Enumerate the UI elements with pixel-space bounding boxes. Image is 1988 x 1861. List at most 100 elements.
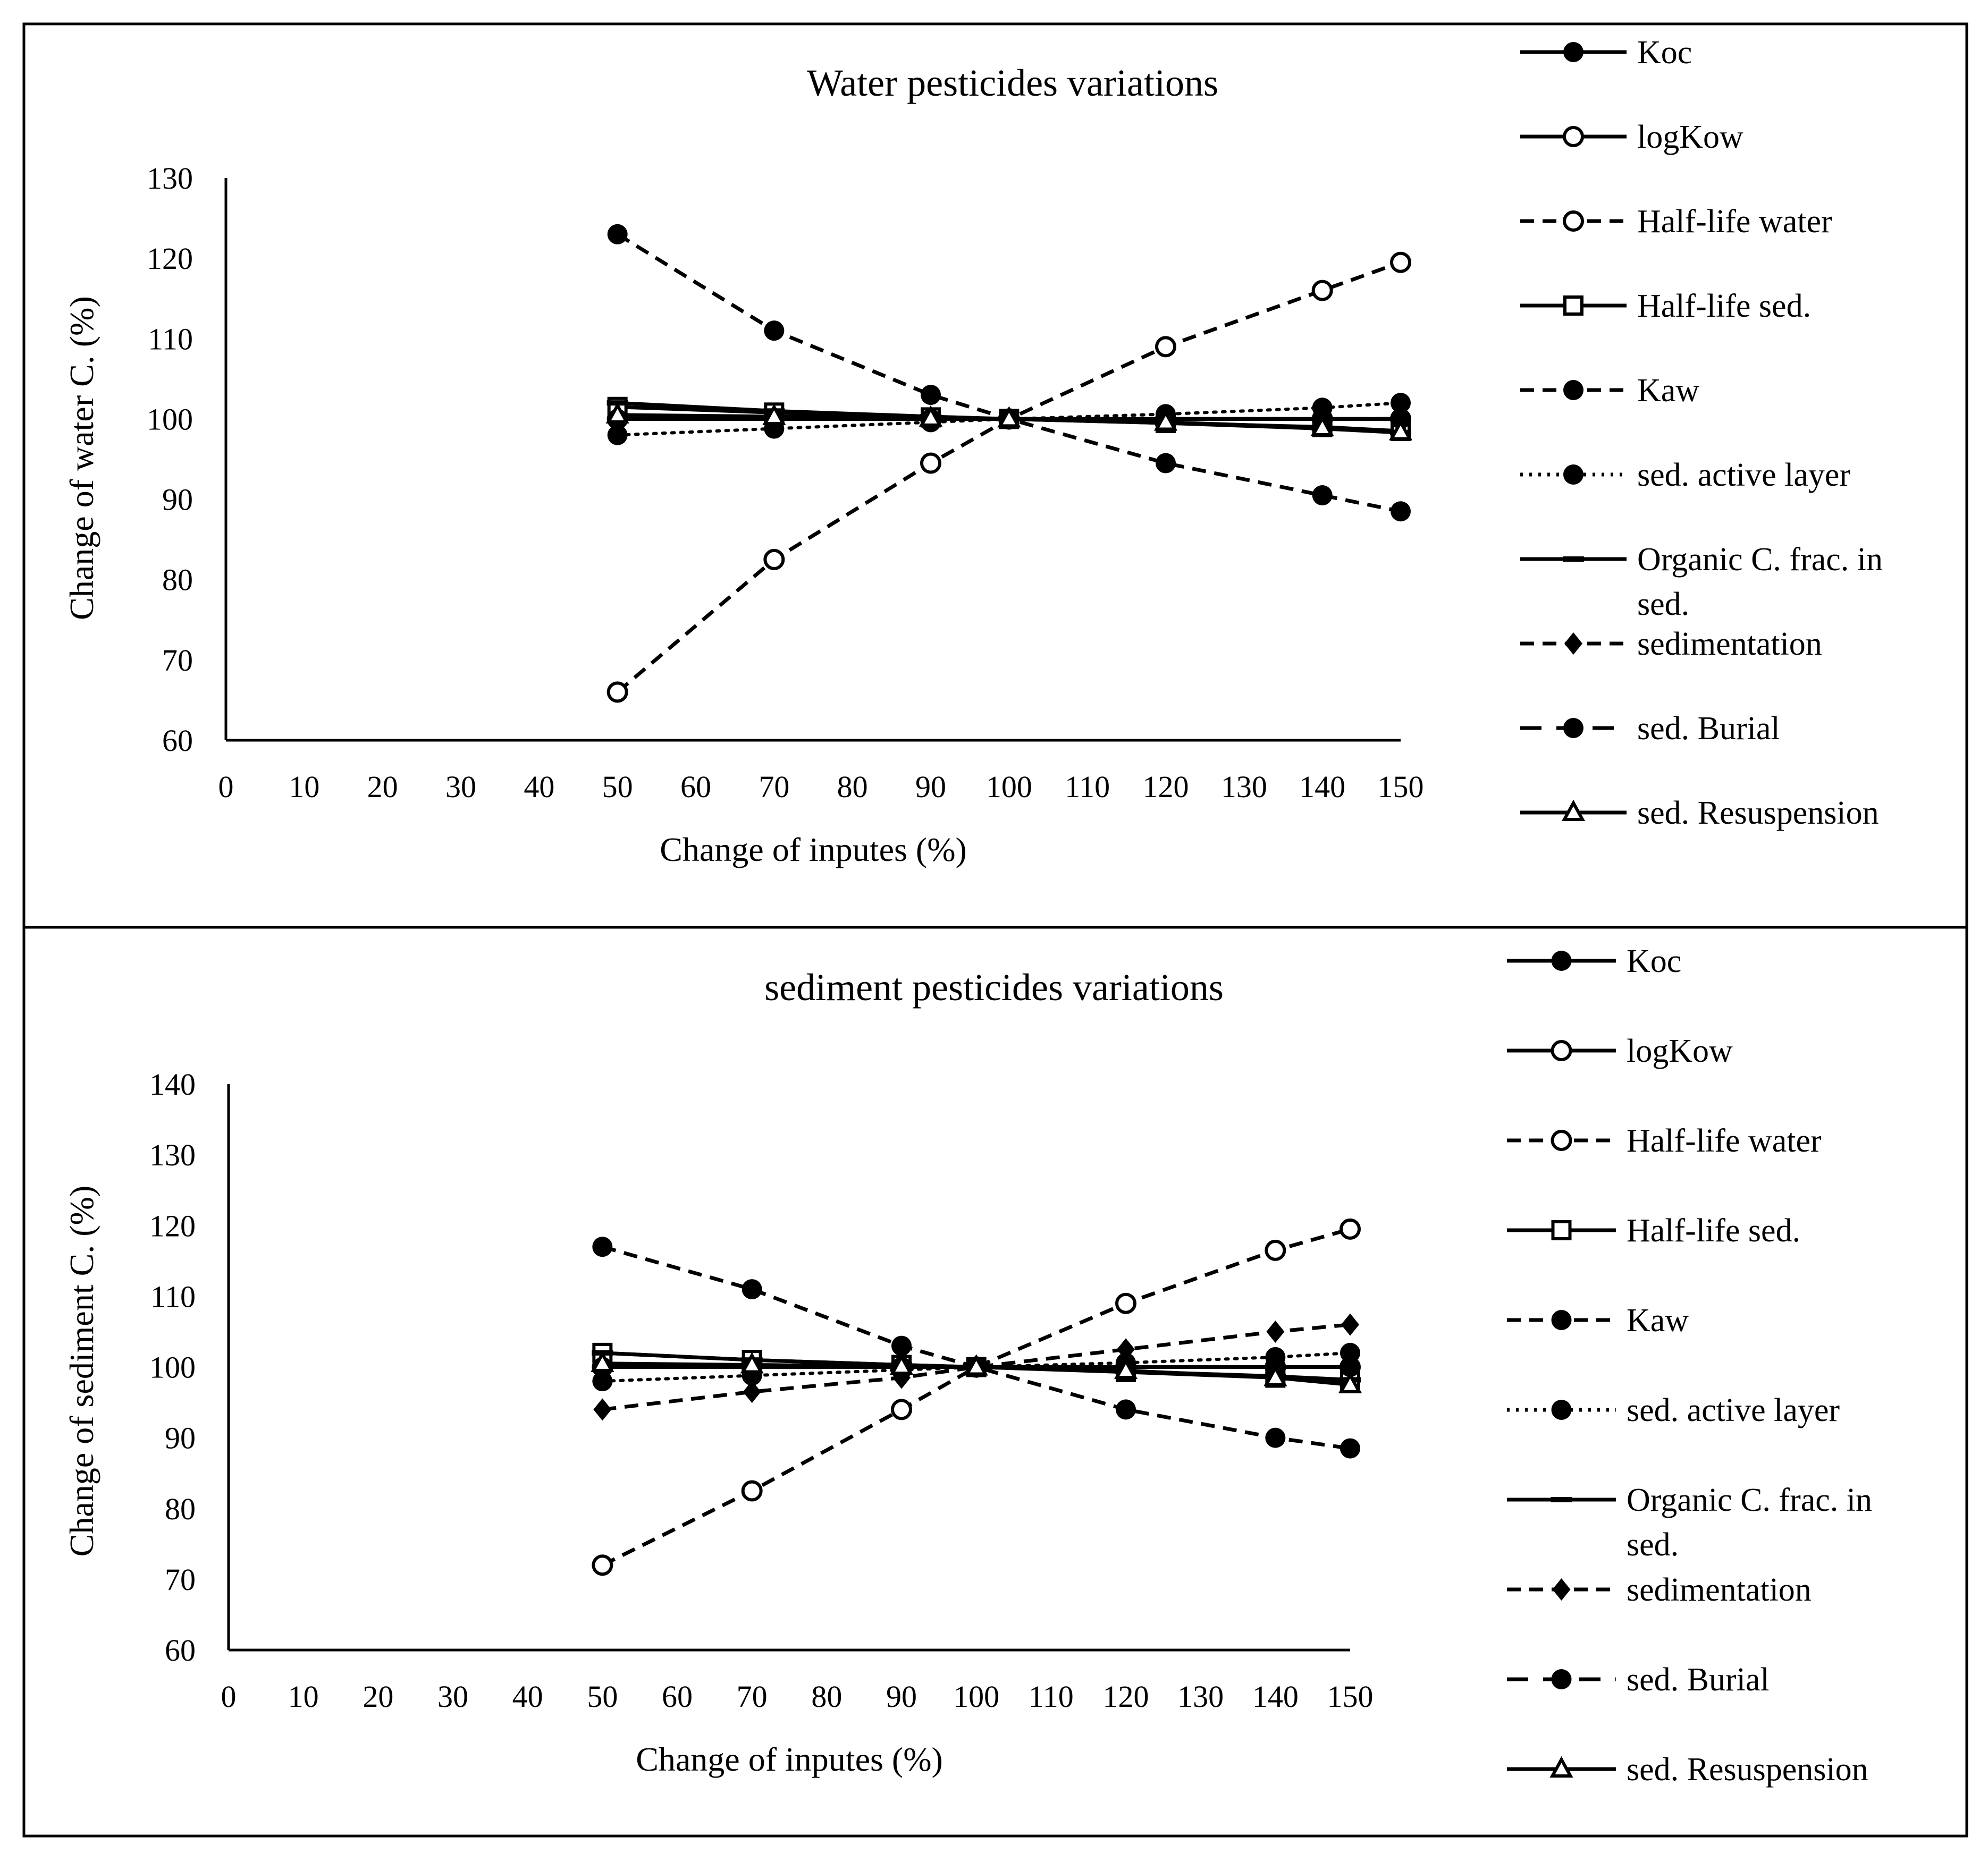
legend-item-sed-burial: sed. Burial — [1507, 1662, 1770, 1698]
series-layer — [605, 224, 1413, 703]
data-point — [1391, 393, 1411, 413]
legend-item-half-life-water: Half-life water — [1520, 204, 1832, 240]
series-kaw — [607, 224, 1411, 522]
x-tick-label: 130 — [1177, 1679, 1224, 1714]
legend-label: sed. Burial — [1627, 1662, 1770, 1698]
x-axis-label: Change of inputes (%) — [660, 831, 967, 868]
y-tick-label: 80 — [162, 563, 193, 597]
data-point — [1156, 453, 1176, 473]
x-tick-label: 150 — [1327, 1679, 1374, 1714]
legend-label: sedimentation — [1627, 1572, 1812, 1608]
x-tick-label: 40 — [524, 769, 554, 804]
data-point — [762, 403, 786, 425]
legend-swatch-marker — [1549, 1756, 1573, 1778]
data-point — [1155, 336, 1176, 358]
data-point — [764, 320, 785, 341]
legend-label: sed. Resuspension — [1627, 1752, 1868, 1788]
y-axis-label: Change of water C. (%) — [63, 296, 100, 620]
data-point — [1266, 1320, 1285, 1343]
x-tick-label: 90 — [886, 1679, 917, 1714]
legend-label: Half-life water — [1637, 204, 1832, 240]
sediment-chart: sediment pesticides variations Change of… — [63, 943, 1872, 1788]
data-point — [920, 452, 941, 474]
data-point — [740, 1352, 764, 1374]
legend-swatch-marker — [1551, 1040, 1572, 1061]
legend-item-sed-burial: sed. Burial — [1520, 710, 1780, 747]
x-tick-label: 60 — [680, 769, 711, 804]
data-point — [1114, 1357, 1138, 1380]
legend-swatch-marker — [1563, 126, 1584, 147]
x-axis-label: Change of inputes (%) — [636, 1740, 943, 1778]
x-tick-label: 110 — [1029, 1679, 1074, 1714]
data-point — [592, 1371, 613, 1392]
y-tick-label: 70 — [162, 643, 193, 678]
data-point — [592, 1237, 613, 1257]
legend-item-kaw: Kaw — [1507, 1302, 1689, 1339]
x-tick-label: 100 — [986, 769, 1032, 804]
legend-item-sedimentation: sedimentation — [1507, 1572, 1812, 1608]
data-point — [591, 1350, 614, 1372]
legend: Koc logKow Half-life water Half-life sed. Ka… — [1520, 35, 1883, 831]
data-point — [1312, 485, 1333, 506]
y-tick-label: 90 — [162, 483, 193, 517]
x-tick-label: 20 — [363, 1679, 393, 1714]
legend-label: Kaw — [1627, 1302, 1689, 1339]
data-point — [605, 402, 629, 424]
legend-item-koc: Koc — [1520, 35, 1692, 71]
data-point — [1265, 1239, 1286, 1261]
legend-item-organic-c-frac-in-sed: Organic C. frac. in sed. — [1520, 542, 1883, 622]
legend-swatch-marker — [1564, 632, 1582, 655]
x-tick-label: 80 — [811, 1679, 842, 1714]
x-tick-label: 70 — [737, 1679, 768, 1714]
legend-label: Kaw — [1637, 373, 1699, 409]
data-point — [607, 425, 628, 445]
legend-label: Koc — [1627, 943, 1681, 979]
data-point — [1153, 409, 1178, 431]
x-tick-label: 80 — [837, 769, 868, 804]
legend-swatch-marker — [1561, 799, 1586, 821]
legend-swatch-marker — [1551, 1497, 1572, 1502]
series-line-kaw — [602, 1245, 1351, 1451]
legend-item-sedimentation: sedimentation — [1520, 626, 1822, 662]
data-point — [1265, 1427, 1286, 1448]
legend-swatch-marker — [1552, 1578, 1571, 1601]
x-tick-label: 60 — [662, 1679, 693, 1714]
data-point — [743, 1381, 761, 1403]
x-tick-label: 120 — [1103, 1679, 1149, 1714]
x-tick-label: 10 — [289, 769, 319, 804]
series-kaw — [592, 1237, 1360, 1459]
legend-label: logKow — [1627, 1033, 1733, 1069]
y-tick-label: 120 — [149, 1208, 196, 1243]
legend-swatch-marker — [1551, 1669, 1572, 1689]
data-point — [964, 1354, 988, 1376]
axis-ticks: 0 10 20 30 40 50 60 70 80 90 100 110 120 130 140 150 60 7… — [149, 1067, 1374, 1714]
y-tick-label: 100 — [147, 402, 193, 436]
data-point — [1390, 251, 1411, 273]
y-tick-label: 110 — [150, 1279, 196, 1314]
legend-swatch-marker — [1563, 464, 1583, 485]
series-sed-resuspension — [605, 402, 1413, 441]
x-tick-label: 30 — [437, 1679, 468, 1714]
y-tick-label: 80 — [165, 1492, 196, 1526]
y-tick-label: 70 — [165, 1562, 196, 1597]
x-tick-label: 100 — [953, 1679, 999, 1714]
series-layer — [591, 1218, 1362, 1576]
data-point — [1388, 419, 1413, 441]
x-tick-label: 130 — [1221, 769, 1267, 804]
legend-swatch-marker — [1551, 951, 1572, 971]
legend-label: sed. active layer — [1637, 457, 1850, 493]
legend-label: Half-life sed. — [1627, 1213, 1800, 1249]
data-point — [889, 1353, 914, 1375]
x-tick-label: 150 — [1378, 769, 1424, 804]
data-point — [1310, 415, 1334, 437]
data-point — [1340, 1342, 1360, 1363]
data-point — [592, 1554, 613, 1576]
x-tick-label: 90 — [915, 769, 946, 804]
series-sed-resuspension — [591, 1350, 1362, 1393]
legend-label: sed. Burial — [1637, 710, 1780, 747]
data-point — [763, 548, 785, 570]
y-tick-label: 60 — [165, 1633, 196, 1668]
legend-label: Half-life sed. — [1637, 288, 1811, 324]
data-point — [1311, 280, 1333, 301]
legend-label: sedimentation — [1637, 626, 1822, 662]
